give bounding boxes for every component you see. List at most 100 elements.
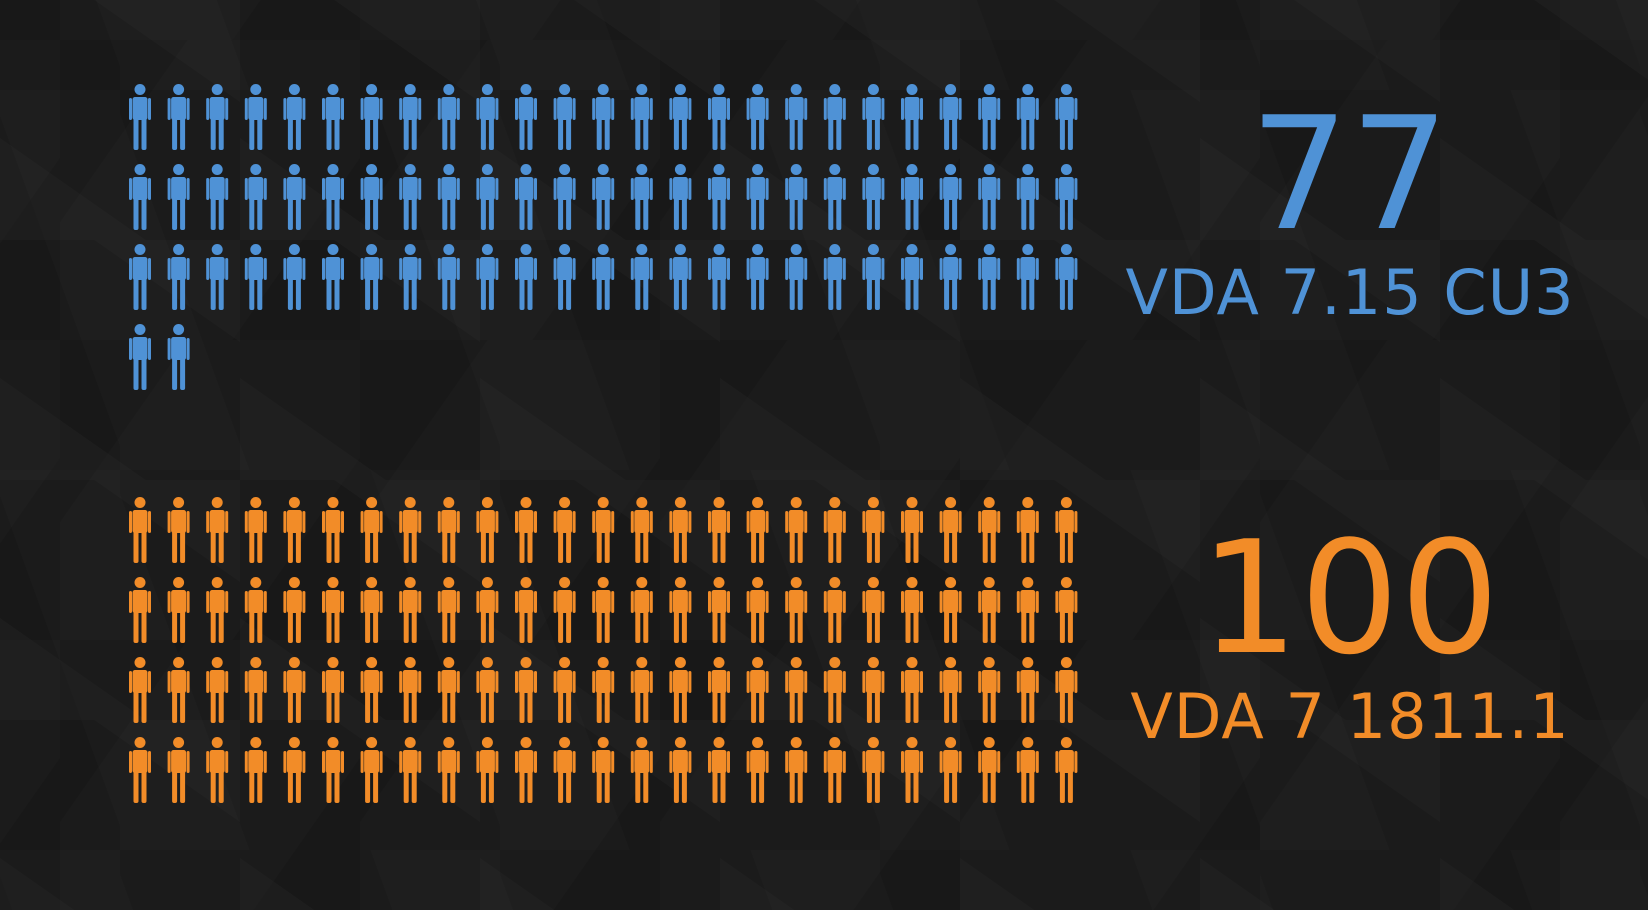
- person-icon: [129, 84, 151, 150]
- person-icon: [553, 164, 576, 230]
- person-icon: [708, 164, 730, 230]
- person-icon: [515, 84, 537, 150]
- person-icon: [901, 244, 923, 310]
- person-icon: [939, 657, 962, 723]
- person-icon: [1055, 164, 1078, 230]
- person-icon: [244, 164, 267, 230]
- person-icon: [669, 657, 692, 723]
- person-icon: [283, 84, 306, 150]
- person-icon: [476, 737, 499, 803]
- person-icon: [360, 737, 383, 803]
- series-label-block: 77 VDA 7.15 CU3: [1090, 96, 1610, 324]
- person-icon: [322, 164, 344, 230]
- person-icon: [939, 577, 962, 643]
- person-icon: [669, 737, 692, 803]
- person-icon: [437, 164, 460, 230]
- person-icon: [708, 497, 730, 563]
- person-icon: [244, 84, 267, 150]
- person-icon: [129, 497, 151, 563]
- person-icon: [244, 244, 267, 310]
- person-icon: [630, 737, 653, 803]
- person-icon: [746, 244, 769, 310]
- person-icon: [322, 737, 344, 803]
- person-icon: [823, 577, 846, 643]
- person-icon: [515, 737, 537, 803]
- person-icon: [322, 657, 344, 723]
- person-icon: [669, 577, 692, 643]
- person-icon: [630, 577, 653, 643]
- series-label-block: 100 VDA 7 1811.1: [1090, 520, 1610, 748]
- person-icon: [1055, 497, 1078, 563]
- person-icon: [901, 497, 923, 563]
- person-icon: [1016, 657, 1039, 723]
- person-icon: [206, 244, 229, 310]
- person-icon: [437, 737, 460, 803]
- series-pictogram: [129, 497, 1078, 803]
- person-icon: [939, 164, 962, 230]
- person-icon: [785, 164, 808, 230]
- person-icon: [399, 577, 422, 643]
- person-icon: [553, 657, 576, 723]
- person-icon: [167, 577, 190, 643]
- person-icon: [1055, 577, 1078, 643]
- person-icon: [322, 84, 344, 150]
- person-icon: [746, 164, 769, 230]
- person-icon: [167, 737, 190, 803]
- person-icon: [939, 84, 962, 150]
- person-icon: [978, 737, 1001, 803]
- person-icon: [939, 244, 962, 310]
- person-icon: [669, 497, 692, 563]
- person-icon: [399, 497, 422, 563]
- person-icon: [901, 737, 923, 803]
- person-icon: [746, 84, 769, 150]
- person-icon: [476, 84, 499, 150]
- person-icon: [437, 244, 460, 310]
- person-icon: [129, 244, 151, 310]
- person-icon: [244, 497, 267, 563]
- person-icon: [785, 737, 808, 803]
- person-icon: [901, 657, 923, 723]
- person-icon: [630, 244, 653, 310]
- person-icon: [167, 164, 190, 230]
- person-icon: [437, 84, 460, 150]
- person-icon: [630, 84, 653, 150]
- person-icon: [244, 577, 267, 643]
- person-icon: [1016, 84, 1039, 150]
- person-icon: [1016, 497, 1039, 563]
- person-icon: [515, 497, 537, 563]
- person-icon: [206, 737, 229, 803]
- person-icon: [978, 244, 1001, 310]
- person-icon: [901, 164, 923, 230]
- person-icon: [823, 84, 846, 150]
- person-icon: [399, 737, 422, 803]
- person-icon: [283, 497, 306, 563]
- person-icon: [901, 84, 923, 150]
- person-icon: [1016, 737, 1039, 803]
- person-icon: [244, 737, 267, 803]
- person-icon: [399, 657, 422, 723]
- person-icon: [360, 577, 383, 643]
- person-icon: [283, 577, 306, 643]
- person-icon: [283, 657, 306, 723]
- person-icon: [592, 497, 615, 563]
- person-icon: [785, 84, 808, 150]
- person-icon: [476, 497, 499, 563]
- person-icon: [823, 737, 846, 803]
- person-icon: [823, 244, 846, 310]
- person-icon: [669, 84, 692, 150]
- person-icon: [939, 497, 962, 563]
- person-icon: [978, 497, 1001, 563]
- person-icon: [476, 577, 499, 643]
- person-icon: [322, 577, 344, 643]
- person-icon: [360, 497, 383, 563]
- person-icon: [167, 244, 190, 310]
- person-icon: [129, 657, 151, 723]
- person-icon: [437, 577, 460, 643]
- person-icon: [785, 244, 808, 310]
- person-icon: [553, 577, 576, 643]
- series-pictogram: [129, 84, 1078, 390]
- person-icon: [553, 84, 576, 150]
- person-icon: [939, 737, 962, 803]
- person-icon: [437, 497, 460, 563]
